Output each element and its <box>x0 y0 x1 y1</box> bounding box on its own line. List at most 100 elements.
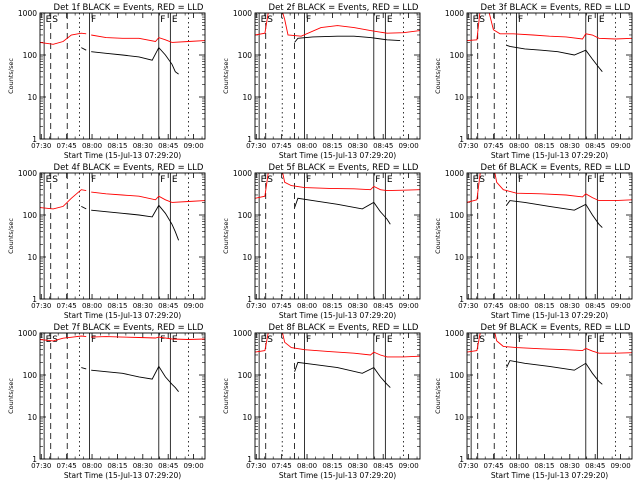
y-axis-label: Counts/sec <box>7 378 15 414</box>
y-axis-label: Counts/sec <box>7 58 15 94</box>
x-axis-label: Start Time (15-Jul-13 07:29:20) <box>64 151 181 160</box>
event-marker-label: F <box>91 175 96 185</box>
y-tick-label: 1000 <box>18 169 37 178</box>
y-tick-label: 1000 <box>233 9 252 18</box>
x-tick-label: 08:30 <box>348 462 368 470</box>
event-marker-label: F <box>91 15 96 25</box>
plot-frame <box>466 332 633 460</box>
series-group <box>255 13 420 43</box>
x-tick-label: 08:45 <box>158 142 178 150</box>
events-rate-line <box>294 197 391 225</box>
event-marker-label: F <box>518 175 523 185</box>
lld-rate-line <box>40 189 87 210</box>
y-axis-label: Counts/sec <box>222 218 230 254</box>
event-marker-label: E <box>46 15 52 25</box>
y-tick-label: 10 <box>454 413 464 422</box>
events-rate-line <box>91 365 179 392</box>
x-tick-label: 08:45 <box>373 462 393 470</box>
event-marker-label: F <box>91 335 96 345</box>
event-marker-label: E <box>473 175 479 185</box>
lld-rate-line <box>255 13 420 37</box>
x-tick-label: 08:45 <box>585 462 605 470</box>
y-tick-label: 100 <box>450 371 465 380</box>
event-marker-label: F <box>160 335 165 345</box>
y-tick-label: 1000 <box>233 329 252 338</box>
y-tick-label: 10 <box>242 413 252 422</box>
x-tick-label: 09:00 <box>610 462 630 470</box>
event-marker-label: E <box>261 15 267 25</box>
x-tick-label: 07:30 <box>246 142 266 150</box>
x-tick-label: 08:00 <box>82 462 102 470</box>
y-tick-label: 1 <box>32 455 37 464</box>
x-tick-label: 08:15 <box>322 142 342 150</box>
x-tick-label: 07:45 <box>484 142 504 150</box>
y-tick-label: 10 <box>242 253 252 262</box>
y-tick-label: 100 <box>23 211 38 220</box>
events-rate-line <box>294 361 391 388</box>
chart-panel: Det 6f BLACK = Events, RED = LLD Counts/s… <box>434 163 633 320</box>
y-axis-label: Counts/sec <box>434 58 442 94</box>
series-group <box>255 333 420 388</box>
lld-rate-line <box>40 335 87 342</box>
event-marker-label: E <box>387 15 393 25</box>
lld-rate-line <box>91 34 205 43</box>
series-group <box>467 333 632 385</box>
y-tick-label: 10 <box>242 93 252 102</box>
x-axis-label: Start Time (15-Jul-13 07:29:20) <box>279 471 396 480</box>
plot-frame <box>39 12 206 140</box>
x-tick-label: 07:30 <box>31 462 51 470</box>
x-tick-label: 08:30 <box>560 142 580 150</box>
x-axis-label: Start Time (15-Jul-13 07:29:20) <box>491 311 608 320</box>
event-marker-label: F <box>306 335 311 345</box>
x-tick-label: 08:30 <box>133 462 153 470</box>
x-tick-label: 08:30 <box>560 302 580 310</box>
x-tick-label: 07:45 <box>272 462 292 470</box>
y-tick-label: 1 <box>459 295 464 304</box>
series-group <box>467 13 632 72</box>
x-axis-label: Start Time (15-Jul-13 07:29:20) <box>279 311 396 320</box>
x-tick-label: 08:15 <box>534 302 554 310</box>
x-tick-label: 09:00 <box>610 302 630 310</box>
y-tick-label: 100 <box>238 211 253 220</box>
event-marker-label: F <box>587 15 592 25</box>
x-tick-label: 08:15 <box>107 142 127 150</box>
event-marker-label: S <box>479 175 485 185</box>
y-tick-label: 1 <box>247 295 252 304</box>
x-tick-label: 09:00 <box>610 142 630 150</box>
x-tick-label: 08:30 <box>348 142 368 150</box>
series-group <box>40 32 205 75</box>
x-tick-label: 08:00 <box>297 142 317 150</box>
chart-title: Det 1f BLACK = Events, RED = LLD <box>54 3 204 13</box>
x-tick-label: 08:00 <box>509 462 529 470</box>
event-marker-label: E <box>387 335 393 345</box>
x-tick-label: 09:00 <box>398 142 418 150</box>
plot-frame <box>466 172 633 300</box>
event-marker-label: E <box>46 175 52 185</box>
y-tick-label: 1000 <box>445 329 464 338</box>
x-tick-label: 07:45 <box>57 142 77 150</box>
series-group <box>40 189 205 241</box>
lld-rate-line <box>255 333 420 358</box>
plot-frame <box>254 172 421 300</box>
event-marker-label: F <box>518 15 523 25</box>
y-tick-label: 100 <box>23 371 38 380</box>
x-tick-label: 08:15 <box>107 462 127 470</box>
events-rate-line <box>91 46 179 75</box>
x-tick-label: 08:30 <box>560 462 580 470</box>
y-axis-label: Counts/sec <box>222 378 230 414</box>
x-tick-label: 08:00 <box>509 142 529 150</box>
plot-frame <box>254 12 421 140</box>
x-axis-label: Start Time (15-Jul-13 07:29:20) <box>491 471 608 480</box>
event-marker-label: S <box>52 175 58 185</box>
x-tick-label: 08:00 <box>509 302 529 310</box>
y-tick-label: 10 <box>27 413 37 422</box>
x-tick-label: 08:00 <box>82 302 102 310</box>
chart-title: Det 7f BLACK = Events, RED = LLD <box>54 323 204 333</box>
x-tick-label: 08:45 <box>585 302 605 310</box>
x-tick-label: 08:15 <box>322 462 342 470</box>
y-tick-label: 1000 <box>445 9 464 18</box>
event-marker-label: E <box>473 15 479 25</box>
event-marker-label: S <box>267 175 273 185</box>
event-marker-label: F <box>518 335 523 345</box>
y-tick-label: 10 <box>27 253 37 262</box>
